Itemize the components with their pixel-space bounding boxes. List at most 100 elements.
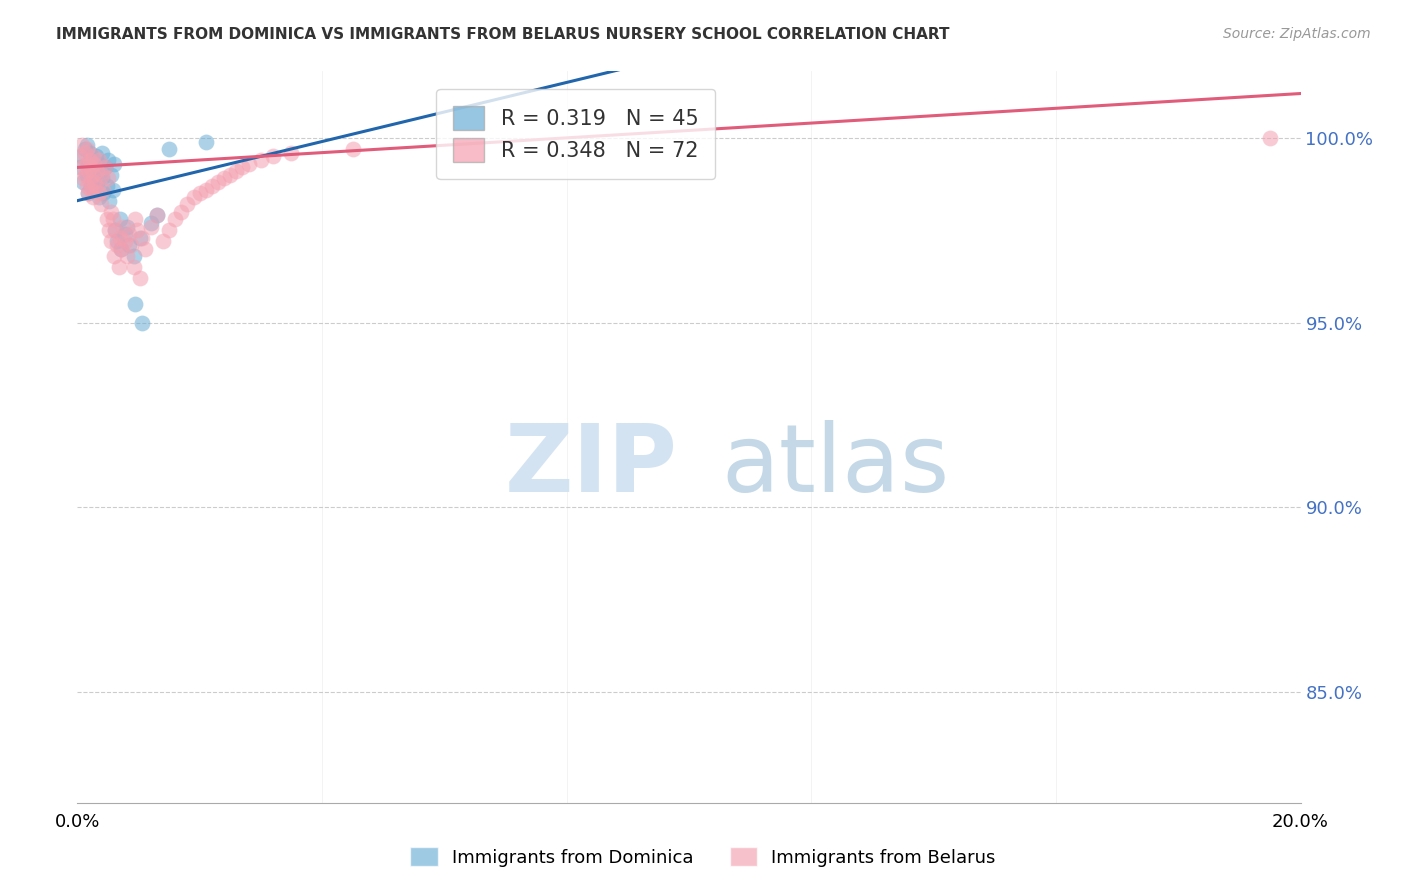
Text: Source: ZipAtlas.com: Source: ZipAtlas.com [1223, 27, 1371, 41]
Point [84, 149, 107, 163]
Point [91, 186, 114, 201]
Point [73, 145, 96, 160]
Point [118, 227, 141, 241]
Point [212, 171, 235, 186]
Point [90, 171, 112, 186]
Point [77, 164, 100, 178]
Point [82, 171, 104, 186]
Point [94, 161, 117, 175]
Point [69, 149, 91, 163]
Point [79, 153, 101, 167]
Point [104, 223, 127, 237]
Text: IMMIGRANTS FROM DOMINICA VS IMMIGRANTS FROM BELARUS NURSERY SCHOOL CORRELATION C: IMMIGRANTS FROM DOMINICA VS IMMIGRANTS F… [56, 27, 949, 42]
Point [194, 183, 217, 197]
Point [101, 183, 124, 197]
Point [86, 175, 108, 189]
Point [83, 183, 105, 197]
Point [157, 223, 180, 237]
Point [100, 204, 122, 219]
Point [90, 145, 112, 160]
Point [79, 145, 101, 160]
Point [72, 161, 94, 175]
Point [124, 297, 146, 311]
Point [70, 138, 93, 153]
Point [72, 175, 94, 189]
Point [90, 164, 112, 178]
Legend: Immigrants from Dominica, Immigrants from Belarus: Immigrants from Dominica, Immigrants fro… [404, 840, 1002, 874]
Point [94, 161, 117, 175]
Point [97, 171, 120, 186]
Point [76, 168, 98, 182]
Point [194, 135, 217, 149]
Point [82, 153, 104, 167]
Point [108, 230, 131, 244]
Point [77, 186, 100, 201]
Point [231, 161, 253, 175]
Point [79, 164, 101, 178]
Point [165, 212, 187, 227]
Point [139, 219, 162, 234]
Point [131, 316, 153, 330]
Point [80, 178, 103, 193]
Point [1258, 131, 1281, 145]
Point [128, 271, 150, 285]
Point [96, 212, 118, 227]
Point [117, 249, 139, 263]
Point [105, 235, 128, 249]
Point [70, 149, 93, 163]
Point [101, 212, 124, 227]
Point [73, 142, 96, 156]
Point [83, 161, 105, 175]
Point [73, 168, 96, 182]
Point [77, 157, 100, 171]
Point [201, 178, 224, 193]
Point [84, 178, 107, 193]
Point [83, 175, 105, 189]
Text: ZIP: ZIP [505, 420, 678, 512]
Point [188, 186, 211, 201]
Point [90, 197, 112, 211]
Point [146, 209, 169, 223]
Point [131, 230, 153, 244]
Point [82, 190, 104, 204]
Point [114, 235, 136, 249]
Point [152, 235, 174, 249]
Point [87, 186, 110, 201]
Point [100, 168, 122, 182]
Point [157, 142, 180, 156]
Point [87, 190, 110, 204]
Point [104, 223, 127, 237]
Point [97, 153, 120, 167]
Point [83, 157, 105, 171]
Point [103, 249, 125, 263]
Text: atlas: atlas [721, 420, 950, 512]
Point [219, 168, 242, 182]
Point [176, 197, 198, 211]
Point [139, 216, 162, 230]
Point [98, 223, 121, 237]
Point [250, 153, 273, 167]
Point [86, 164, 108, 178]
Point [76, 157, 98, 171]
Point [183, 190, 205, 204]
Point [108, 212, 131, 227]
Point [90, 168, 112, 182]
Point [76, 138, 98, 153]
Point [342, 142, 364, 156]
Point [80, 183, 103, 197]
Point [114, 227, 136, 241]
Point [207, 175, 229, 189]
Point [80, 161, 103, 175]
Point [134, 242, 156, 256]
Point [82, 149, 104, 163]
Point [108, 260, 131, 274]
Point [76, 142, 98, 156]
Point [225, 164, 247, 178]
Point [117, 219, 139, 234]
Point [76, 178, 98, 193]
Point [128, 230, 150, 244]
Point [105, 238, 128, 252]
Point [238, 157, 260, 171]
Point [72, 171, 94, 186]
Point [124, 212, 146, 227]
